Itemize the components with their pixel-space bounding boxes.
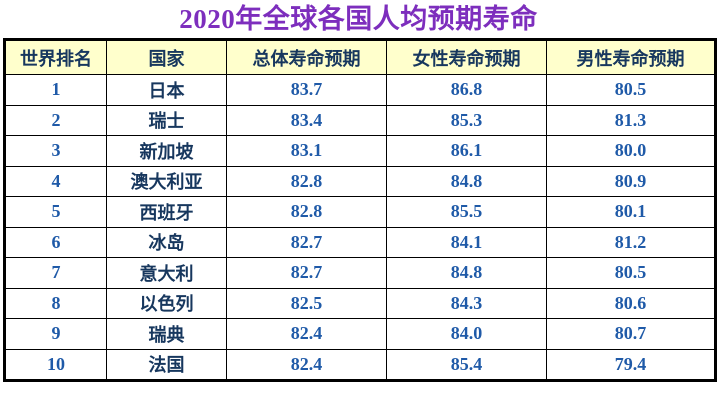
rank-cell: 4 [4, 165, 107, 197]
male-life-cell: 80.9 [546, 165, 716, 197]
overall-life-cell: 82.7 [226, 257, 387, 289]
male-life-cell: 80.1 [546, 196, 716, 228]
table-row: 5 西班牙 82.8 85.5 80.1 [4, 196, 716, 228]
life-expectancy-table: 世界排名 国家 总体寿命预期 女性寿命预期 男性寿命预期 1 日本 83.7 86.8 80.5… [3, 38, 717, 382]
table-row: 10 法国 82.4 85.4 79.4 [4, 348, 716, 381]
male-life-cell: 79.4 [546, 348, 716, 381]
male-life-cell: 80.5 [546, 74, 716, 106]
rank-cell: 8 [4, 287, 107, 319]
male-life-cell: 80.6 [546, 287, 716, 319]
rank-cell: 1 [4, 74, 107, 106]
overall-life-cell: 83.4 [226, 104, 387, 136]
overall-life-cell: 82.8 [226, 165, 387, 197]
page-title: 2020年全球各国人均预期寿命 [179, 4, 538, 34]
table-row: 2 瑞士 83.4 85.3 81.3 [4, 104, 716, 136]
country-cell: 意大利 [106, 257, 227, 289]
female-life-cell: 86.1 [386, 135, 547, 167]
rank-cell: 9 [4, 318, 107, 350]
table-row: 9 瑞典 82.4 84.0 80.7 [4, 318, 716, 350]
overall-life-cell: 83.7 [226, 74, 387, 106]
rank-cell: 5 [4, 196, 107, 228]
female-life-cell: 86.8 [386, 74, 547, 106]
female-life-cell: 84.8 [386, 257, 547, 289]
table-row: 3 新加坡 83.1 86.1 80.0 [4, 135, 716, 167]
country-cell: 澳大利亚 [106, 165, 227, 197]
female-life-cell: 85.4 [386, 348, 547, 381]
column-header-2: 总体寿命预期 [226, 39, 387, 75]
column-header-4: 男性寿命预期 [546, 39, 716, 75]
female-life-cell: 84.0 [386, 318, 547, 350]
female-life-cell: 85.3 [386, 104, 547, 136]
overall-life-cell: 82.7 [226, 226, 387, 258]
column-header-1: 国家 [106, 39, 227, 75]
rank-cell: 3 [4, 135, 107, 167]
male-life-cell: 81.2 [546, 226, 716, 258]
overall-life-cell: 82.5 [226, 287, 387, 319]
rank-cell: 10 [4, 348, 107, 381]
table-row: 4 澳大利亚 82.8 84.8 80.9 [4, 165, 716, 197]
table-row: 1 日本 83.7 86.8 80.5 [4, 74, 716, 106]
table-row: 7 意大利 82.7 84.8 80.5 [4, 257, 716, 289]
overall-life-cell: 82.8 [226, 196, 387, 228]
table-header-row: 世界排名 国家 总体寿命预期 女性寿命预期 男性寿命预期 [4, 39, 716, 75]
male-life-cell: 81.3 [546, 104, 716, 136]
country-cell: 法国 [106, 348, 227, 381]
male-life-cell: 80.7 [546, 318, 716, 350]
country-cell: 冰岛 [106, 226, 227, 258]
female-life-cell: 84.1 [386, 226, 547, 258]
female-life-cell: 85.5 [386, 196, 547, 228]
country-cell: 西班牙 [106, 196, 227, 228]
country-cell: 日本 [106, 74, 227, 106]
rank-cell: 6 [4, 226, 107, 258]
rank-cell: 7 [4, 257, 107, 289]
female-life-cell: 84.8 [386, 165, 547, 197]
male-life-cell: 80.0 [546, 135, 716, 167]
country-cell: 瑞士 [106, 104, 227, 136]
table-row: 6 冰岛 82.7 84.1 81.2 [4, 226, 716, 258]
male-life-cell: 80.5 [546, 257, 716, 289]
country-cell: 瑞典 [106, 318, 227, 350]
column-header-0: 世界排名 [4, 39, 107, 75]
country-cell: 以色列 [106, 287, 227, 319]
overall-life-cell: 82.4 [226, 318, 387, 350]
overall-life-cell: 82.4 [226, 348, 387, 381]
country-cell: 新加坡 [106, 135, 227, 167]
column-header-3: 女性寿命预期 [386, 39, 547, 75]
table-body: 1 日本 83.7 86.8 80.5 2 瑞士 83.4 85.3 81.3 3 新加坡 83.1 86… [4, 74, 716, 381]
overall-life-cell: 83.1 [226, 135, 387, 167]
female-life-cell: 84.3 [386, 287, 547, 319]
rank-cell: 2 [4, 104, 107, 136]
table-row: 8 以色列 82.5 84.3 80.6 [4, 287, 716, 319]
